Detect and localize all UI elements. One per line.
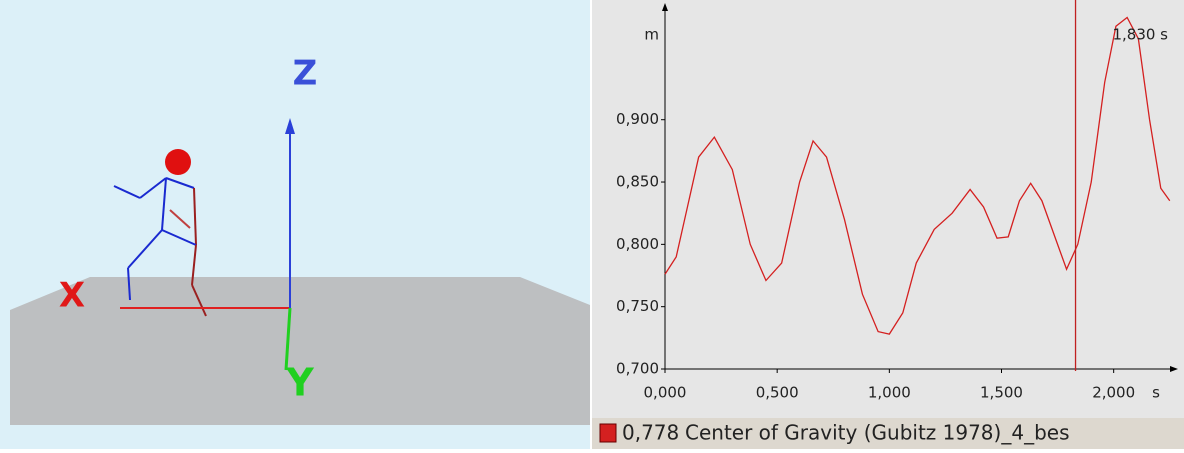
y-tick-label: 0,850 (616, 173, 659, 191)
legend-label: Center of Gravity (Gubitz 1978)_4_bes (685, 421, 1069, 445)
cursor-label: 1,830 s (1112, 26, 1168, 44)
y-tick-label: 0,900 (616, 110, 659, 128)
x-tick-label: 0,500 (756, 384, 799, 402)
y-tick-label: 0,800 (616, 235, 659, 253)
legend-swatch (600, 424, 616, 442)
x-tick-label: 0,000 (644, 384, 687, 402)
x-tick-label: 2,000 (1092, 384, 1135, 402)
axis-label: Y (285, 361, 314, 405)
x-tick-label: 1,500 (980, 384, 1023, 402)
chart-bg (592, 0, 1184, 449)
screen: X Y Z m s 0,700 0,750 0,800 0,850 0,900 0,000 0,… (0, 0, 1184, 449)
y-unit: m (644, 26, 659, 44)
x-tick-label: 1,000 (868, 384, 911, 402)
y-tick-label: 0,700 (616, 360, 659, 378)
cursor-value: 0,778 (622, 421, 679, 445)
x-unit: s (1152, 384, 1160, 402)
axis-label: X (59, 276, 85, 316)
axis-label: Z (293, 54, 318, 94)
y-tick-label: 0,750 (616, 297, 659, 315)
